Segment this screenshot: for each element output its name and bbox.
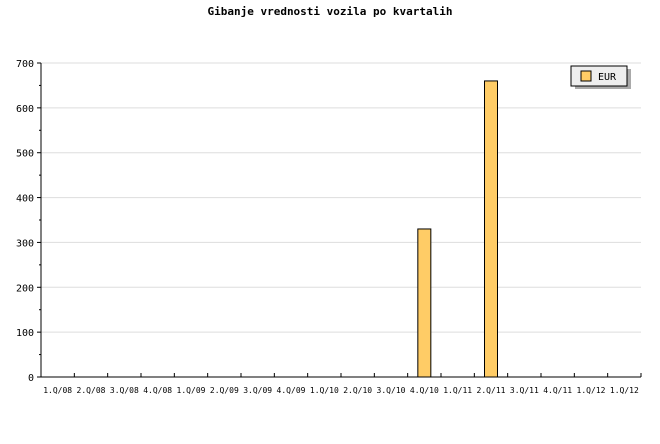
x-tick-label: 1.Q/08 (43, 386, 72, 395)
x-tick-label: 2.Q/09 (210, 386, 239, 395)
y-tick-label: 500 (16, 149, 34, 160)
y-tick-label: 300 (16, 238, 34, 249)
y-tick-label: 600 (16, 104, 34, 115)
x-tick-label: 1.Q/12 (610, 386, 639, 395)
x-tick-label: 3.Q/08 (110, 386, 139, 395)
bar (417, 228, 432, 378)
x-tick-label: 3.Q/11 (510, 386, 539, 395)
x-tick-label: 3.Q/09 (243, 386, 272, 395)
y-tick-label: 0 (28, 373, 34, 384)
x-tick-label: 2.Q/10 (343, 386, 372, 395)
x-tick-label: 1.Q/10 (310, 386, 339, 395)
x-tick-label: 2.Q/08 (77, 386, 106, 395)
legend-label: EUR (598, 72, 617, 83)
bar (484, 80, 498, 378)
x-tick-label: 1.Q/11 (443, 386, 472, 395)
x-tick-label: 3.Q/10 (377, 386, 406, 395)
chart-title: Gibanje vrednosti vozila po kvartalih (207, 5, 452, 18)
y-tick-label: 200 (16, 283, 34, 294)
y-tick-label: 400 (16, 194, 34, 205)
legend: EUR (570, 65, 631, 89)
x-tick-label: 2.Q/11 (477, 386, 506, 395)
x-tick-label: 4.Q/08 (143, 386, 172, 395)
x-tick-label: 1.Q/12 (577, 386, 606, 395)
x-tick-label: 4.Q/10 (410, 386, 439, 395)
legend-swatch (580, 70, 592, 82)
x-tick-label: 4.Q/11 (543, 386, 572, 395)
y-tick-label: 100 (16, 328, 34, 339)
y-tick-label: 700 (16, 59, 34, 70)
x-tick-label: 1.Q/09 (177, 386, 206, 395)
x-tick-label: 4.Q/09 (277, 386, 306, 395)
